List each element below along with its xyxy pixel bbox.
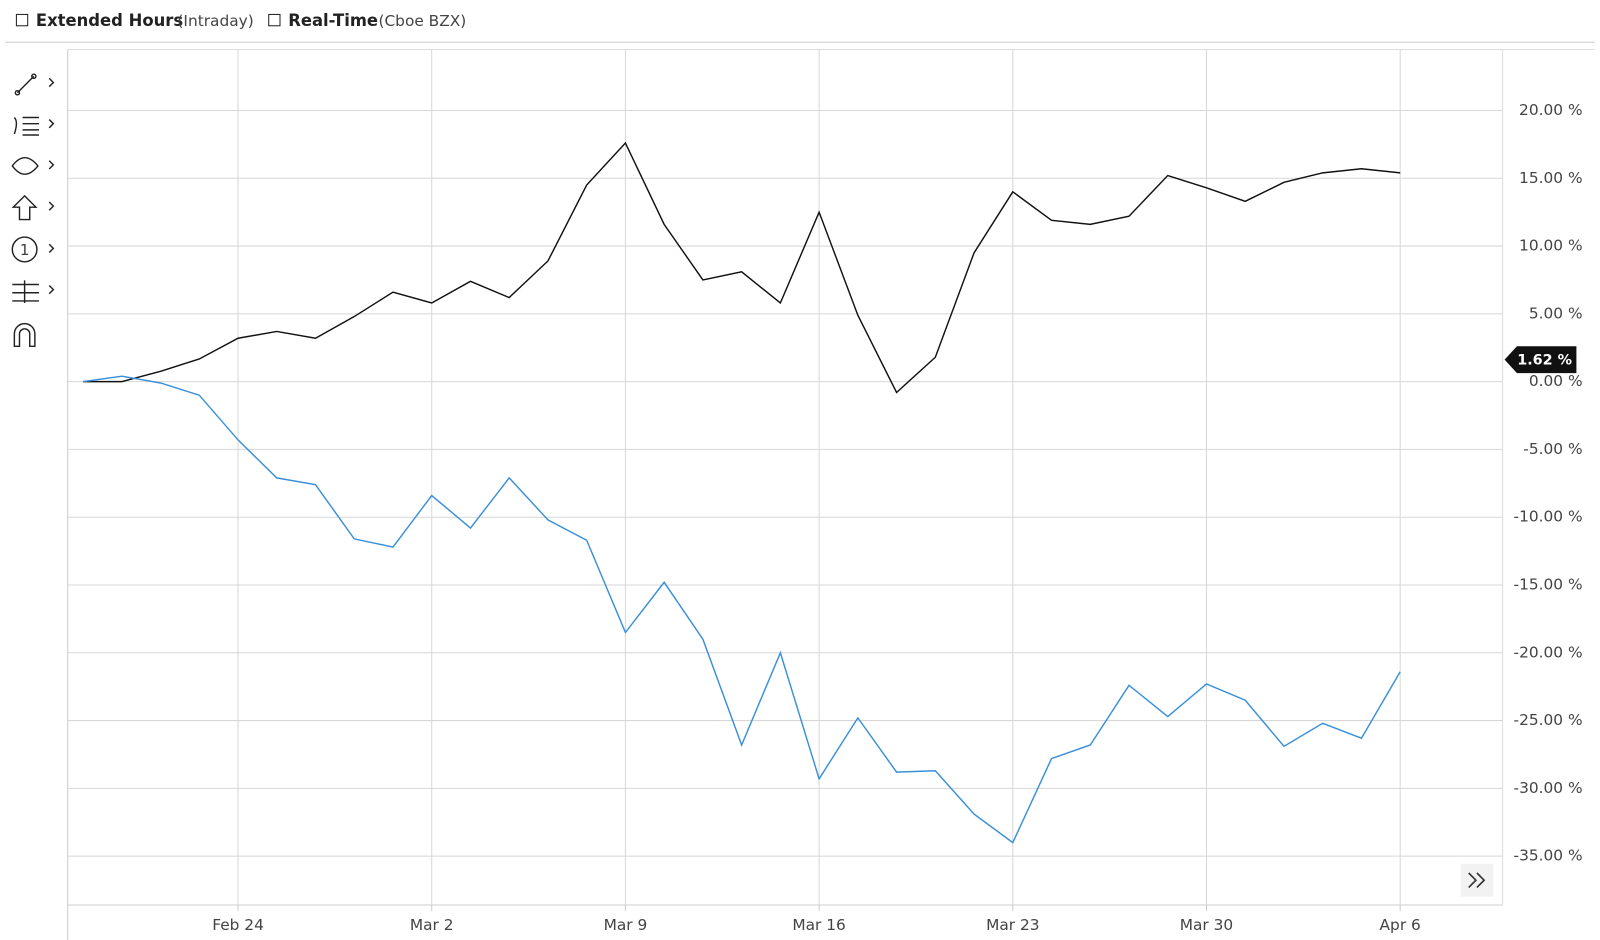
series-line bbox=[83, 141, 1401, 394]
current-badge bbox=[1504, 346, 1577, 374]
y-tick-label: -10.00 % bbox=[1514, 508, 1583, 526]
y-tick-label: -30.00 % bbox=[1514, 779, 1583, 797]
shape-tool[interactable] bbox=[11, 156, 55, 175]
y-tick-label: 5.00 % bbox=[1529, 304, 1583, 322]
current-label: 1.62 % bbox=[1517, 353, 1572, 369]
label: Real-Time bbox=[288, 11, 378, 30]
label-note: (Intraday) bbox=[177, 12, 253, 30]
y-tick-label: 20.00 % bbox=[1519, 101, 1582, 119]
line-tool[interactable] bbox=[14, 73, 55, 96]
arrow-tool[interactable] bbox=[11, 194, 55, 221]
label: Extended Hours bbox=[36, 11, 183, 30]
checkbox[interactable] bbox=[15, 13, 29, 27]
toolbar-header: Extended Hours (Intraday) Real-Time (Cbo… bbox=[5, 11, 1595, 43]
svg-text:1: 1 bbox=[20, 241, 30, 259]
checkbox[interactable] bbox=[268, 13, 281, 27]
x-tick-label: Mar 16 bbox=[792, 916, 845, 934]
y-tick-label: 0.00 % bbox=[1529, 372, 1583, 390]
plot: 20.00 % 15.00 % 10.00 % 5.00 % 0.00 % -5.00 %… bbox=[67, 49, 1583, 934]
y-tick-label: -15.00 % bbox=[1514, 575, 1583, 593]
y-tick-label: -20.00 % bbox=[1514, 643, 1583, 661]
x-tick-label: Mar 30 bbox=[1180, 916, 1233, 934]
x-tick-label: Feb 24 bbox=[212, 916, 264, 934]
count-tool[interactable]: 1 bbox=[11, 236, 55, 263]
y-tick-label: 15.00 % bbox=[1519, 169, 1582, 187]
fib-tool[interactable] bbox=[13, 116, 55, 136]
y-tick-label: -35.00 % bbox=[1514, 847, 1583, 865]
magnet-tool[interactable] bbox=[13, 322, 36, 348]
x-tick-label: Mar 2 bbox=[410, 916, 454, 934]
x-tick-label: Mar 9 bbox=[604, 916, 648, 934]
scroll-button[interactable] bbox=[1460, 863, 1494, 897]
button-icon bbox=[1468, 872, 1486, 889]
y-tick-label: -5.00 % bbox=[1523, 440, 1582, 458]
measure-tool[interactable] bbox=[12, 280, 55, 304]
y-tick-label: 10.00 % bbox=[1519, 237, 1582, 255]
x-tick-label: Apr 6 bbox=[1380, 916, 1421, 934]
series-line bbox=[82, 375, 1401, 844]
drawing-tools: 1 bbox=[11, 73, 55, 348]
y-tick-label: -25.00 % bbox=[1514, 711, 1583, 729]
x-tick-label: Mar 23 bbox=[986, 916, 1039, 934]
label-note: (Cboe BZX) bbox=[378, 12, 466, 30]
